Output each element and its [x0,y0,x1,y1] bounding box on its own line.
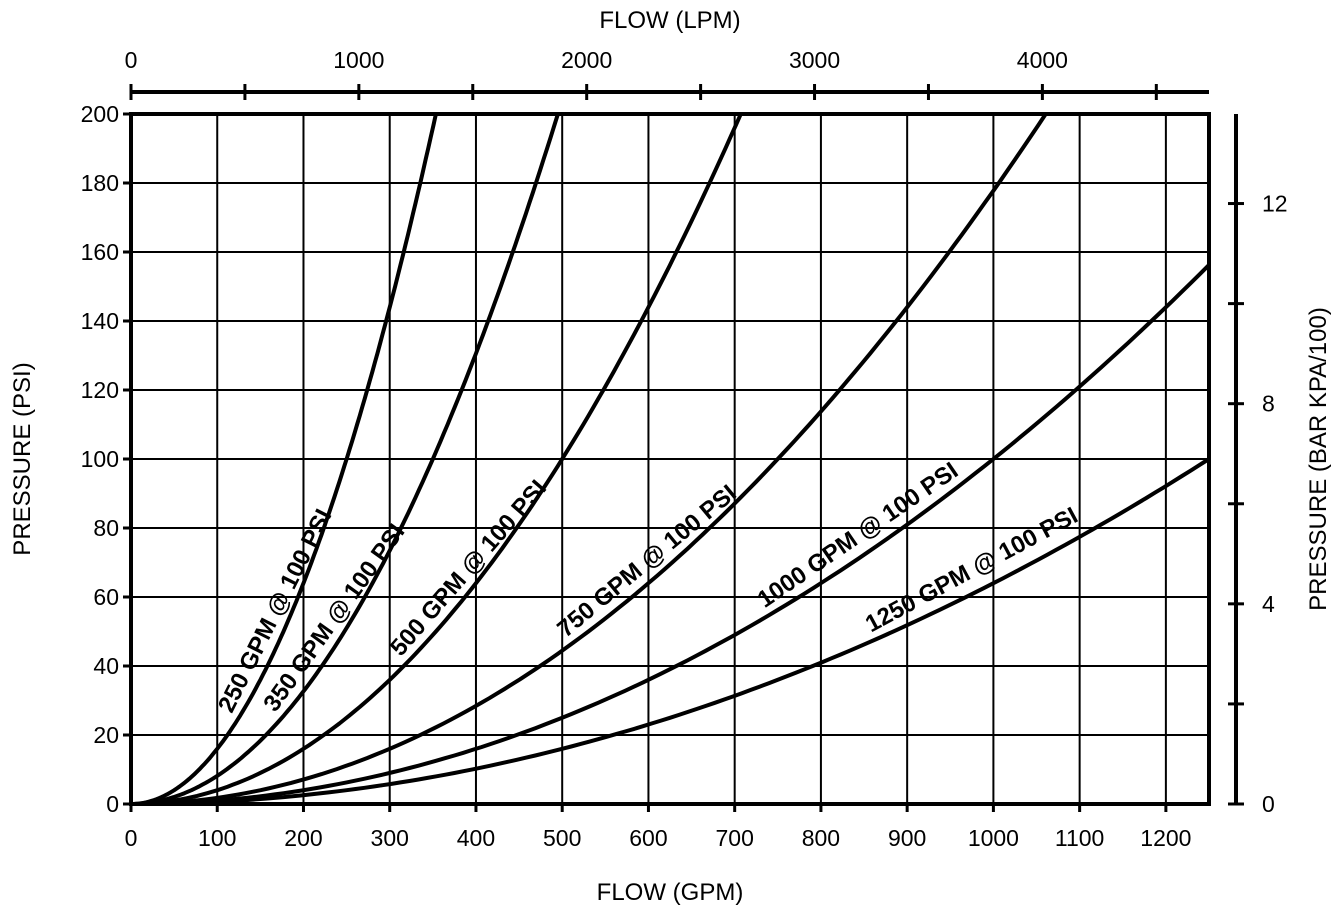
x-tick-label: 600 [629,825,667,851]
top-tick-label: 1000 [333,47,384,73]
top-tick-label: 4000 [1017,47,1068,73]
x-tick-label: 0 [125,825,138,851]
y-tick-label: 0 [106,791,119,817]
right-tick-label: 8 [1262,391,1275,417]
top-tick-label: 2000 [561,47,612,73]
top-tick-label: 3000 [789,47,840,73]
x-tick-label: 700 [715,825,753,851]
right-axis-title: PRESSURE (BAR KPA/100) [1305,307,1332,611]
x-tick-label: 100 [198,825,236,851]
x-tick-label: 300 [371,825,409,851]
curve-label-750: 750 GPM @ 100 PSI [552,480,741,643]
x-tick-label: 500 [543,825,581,851]
y-tick-label: 60 [93,584,119,610]
curve-500-gpm [131,113,743,806]
y-tick-label: 80 [93,515,119,541]
y-axis-title: PRESSURE (PSI) [9,362,36,555]
top-tick-label: 0 [125,47,138,73]
curve-1000-gpm [131,263,1211,806]
curves [131,112,1211,806]
x-tick-label: 800 [802,825,840,851]
curve-750-gpm [131,112,1048,806]
left-axis: 0 20 40 60 80 100 120 140 160 180 200 [81,101,131,817]
right-tick-label: 4 [1262,591,1275,617]
y-tick-label: 120 [81,377,119,403]
y-tick-label: 100 [81,446,119,472]
y-tick-label: 140 [81,308,119,334]
x-tick-label: 1200 [1140,825,1191,851]
grid [130,113,1209,805]
y-tick-label: 40 [93,653,119,679]
top-axis: 0 1000 2000 3000 4000 [125,47,1209,100]
y-tick-label: 20 [93,722,119,748]
x-tick-label: 1000 [968,825,1019,851]
x-tick-label: 1100 [1055,825,1104,851]
y-tick-label: 180 [81,170,119,196]
curve-250-gpm [131,113,438,806]
top-axis-title: FLOW (LPM) [599,7,740,34]
curve-label-500: 500 GPM @ 100 PSI [385,475,552,661]
x-axis-title: FLOW (GPM) [597,879,744,906]
right-tick-label: 0 [1262,791,1275,817]
right-axis: 0 4 8 12 [1228,114,1288,817]
curve-1250-gpm [131,457,1211,806]
x-tick-label: 900 [888,825,926,851]
y-tick-label: 200 [81,101,119,127]
bottom-axis: 0 100 200 300 400 500 600 700 800 900 1000 1100 1200 [125,804,1191,851]
right-tick-label: 12 [1262,191,1288,217]
x-tick-label: 400 [457,825,495,851]
x-tick-label: 200 [284,825,322,851]
curve-350-gpm [131,113,560,806]
y-tick-label: 160 [81,239,119,265]
